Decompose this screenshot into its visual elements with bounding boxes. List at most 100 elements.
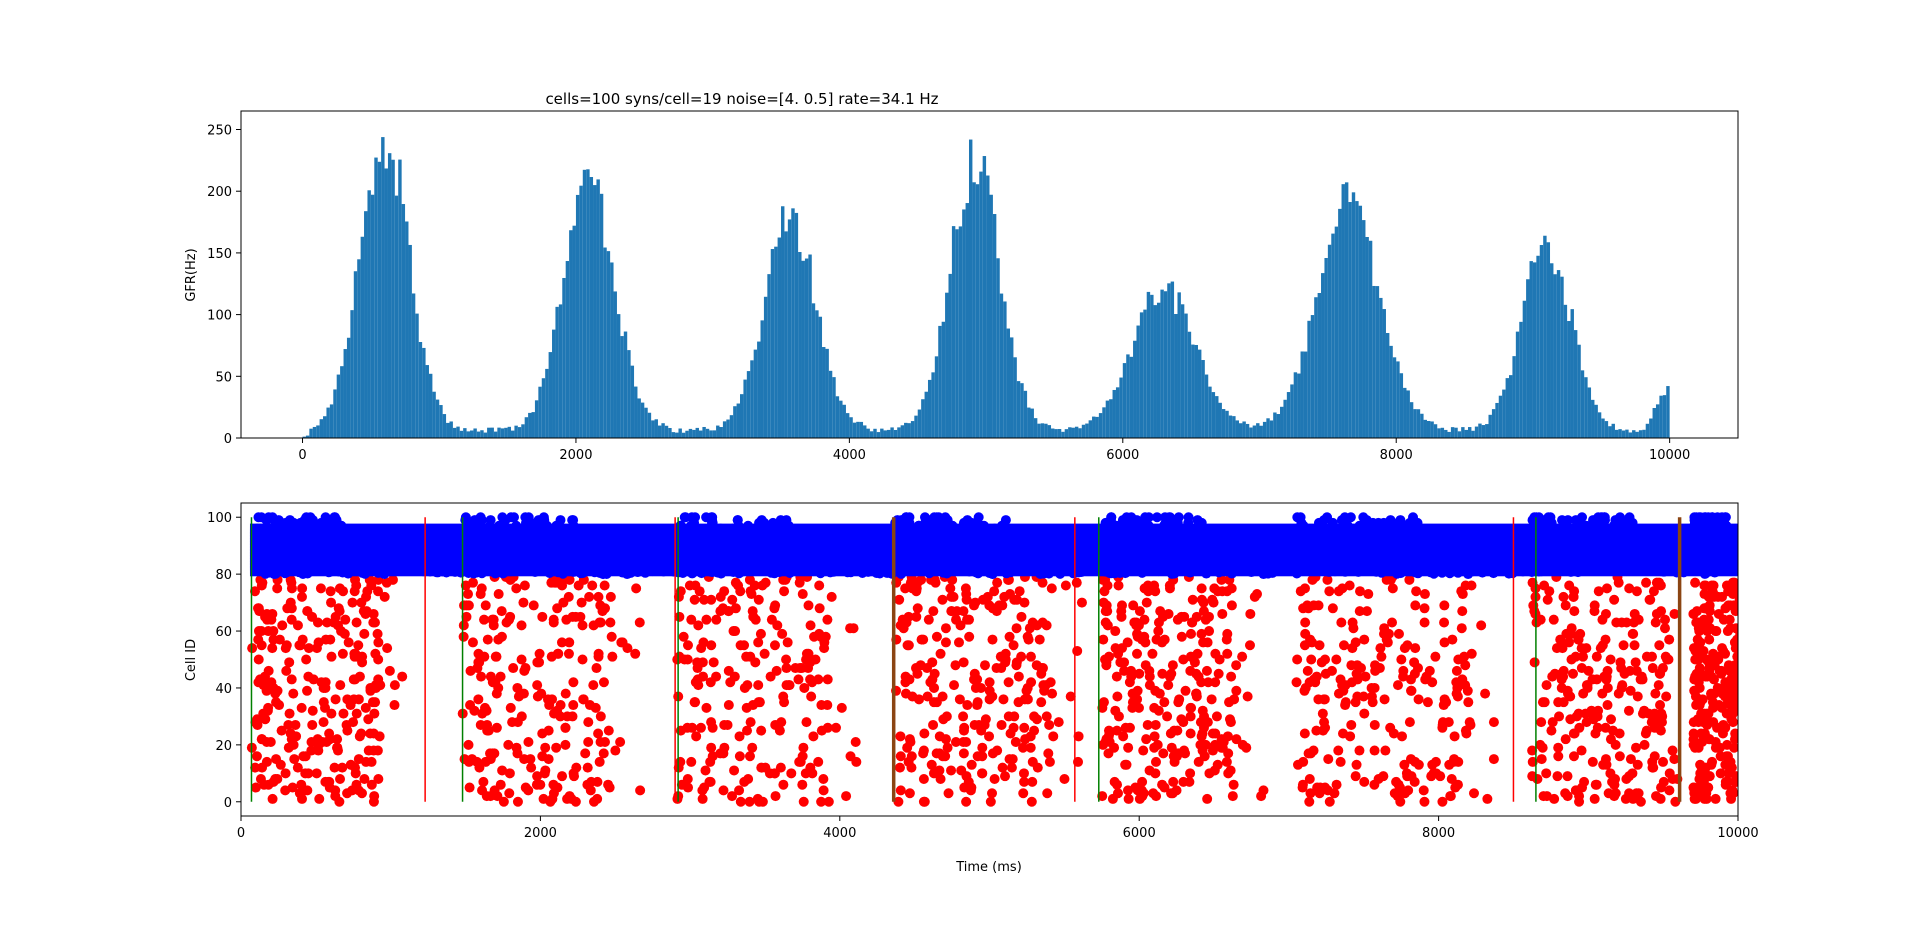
spike-inhibitory [570,611,581,622]
histogram-bar [1129,356,1134,438]
histogram-bar [336,374,341,438]
spike-inhibitory [634,617,645,628]
histogram-bar [480,430,484,438]
x-tick-label: 10000 [1649,448,1690,463]
spike-inhibitory [1302,665,1313,676]
spike-inhibitory [479,614,490,625]
histogram-bar [910,421,915,438]
histogram-bar [685,430,689,438]
spike-inhibitory [1134,668,1145,679]
spike-inhibitory [1141,597,1152,608]
histogram-bar [1259,425,1263,438]
spike-inhibitory [1197,705,1208,716]
spike-inhibitory [1004,631,1015,642]
spike-inhibitory [285,728,296,739]
spike-inhibitory [351,617,362,628]
spike-inhibitory [1217,608,1228,619]
histogram-bar [1597,412,1602,438]
spike-excitatory [687,568,698,579]
spike-inhibitory [940,623,951,634]
spike-inhibitory [1044,756,1055,767]
spike-inhibitory [1011,623,1022,634]
spike-inhibitory [912,603,923,614]
spike-inhibitory [1715,768,1726,779]
spike-inhibitory [996,719,1007,730]
spike-inhibitory [1350,637,1361,648]
spike-inhibitory [1018,788,1029,799]
histogram-bar [798,252,802,438]
spike-inhibitory [1605,734,1616,745]
spike-inhibitory [368,745,379,756]
histogram-bar [1317,292,1322,438]
spike-inhibitory [1167,660,1178,671]
spike-inhibitory [931,748,942,759]
spike-inhibitory [1016,611,1027,622]
spike-inhibitory [253,634,264,645]
spike-inhibitory [1553,697,1564,708]
spike-inhibitory [1558,665,1569,676]
spike-inhibitory [1723,660,1734,671]
spike-inhibitory [1369,682,1380,693]
spike-excitatory [575,568,586,579]
spike-inhibitory [1401,768,1412,779]
spike-inhibitory [1654,577,1665,588]
histogram-bar [326,407,330,438]
spike-inhibitory [1299,583,1310,594]
histogram-bar [1635,431,1639,438]
spike-inhibitory [1338,640,1349,651]
spike-inhibitory [281,665,292,676]
spike-inhibitory [1456,623,1467,634]
spike-inhibitory [682,640,693,651]
spike-inhibitory [482,634,493,645]
spike-inhibitory [1016,651,1027,662]
spike-inhibitory [379,591,390,602]
spike-inhibitory [984,731,995,742]
spike-inhibitory [796,663,807,674]
spike-inhibitory [467,637,478,648]
spike-inhibitory [1010,737,1021,748]
spike-inhibitory [1760,677,1770,687]
spike-inhibitory [571,762,582,773]
spike-excitatory [1126,512,1137,523]
histogram-bar [657,425,662,438]
histogram-bar [1580,370,1585,438]
spike-inhibitory [1360,671,1371,682]
spike-inhibitory [1648,586,1659,597]
histogram-bar [729,415,734,438]
histogram-bar [1218,402,1222,438]
spike-inhibitory [1019,722,1030,733]
histogram-bar [1426,420,1431,438]
y-tick-label: 50 [215,370,232,385]
spike-inhibitory [1731,623,1738,634]
spike-inhibitory [1704,771,1715,782]
histogram-bar [1150,294,1154,438]
spike-inhibitory [928,697,939,708]
spike-inhibitory [1488,754,1499,765]
spike-inhibitory [283,719,294,730]
spike-inhibitory [551,742,562,753]
spike-excitatory [460,512,471,523]
histogram-bar [815,310,819,438]
histogram-bar [1355,201,1359,438]
spike-inhibitory [271,754,282,765]
histogram-bar [743,379,747,438]
spike-excitatory [1562,515,1573,526]
spike-inhibitory [1139,614,1150,625]
spike-inhibitory [1008,722,1019,733]
spike-inhibitory [382,643,393,654]
spike-inhibitory [1213,668,1224,679]
spike-inhibitory [1027,756,1038,767]
histogram-bar [1662,395,1667,438]
spike-inhibitory [970,682,981,693]
spike-inhibitory [808,731,819,742]
spike-inhibitory [940,637,951,648]
spike-inhibitory [1109,776,1120,787]
histogram-bar [517,427,522,438]
spike-inhibitory [353,694,364,705]
spike-inhibitory [1451,665,1462,676]
spike-inhibitory [1111,671,1122,682]
spike-inhibitory [1306,654,1317,665]
histogram-bar [992,214,997,438]
spike-inhibitory [1430,756,1441,767]
spike-inhibitory [1176,714,1187,725]
